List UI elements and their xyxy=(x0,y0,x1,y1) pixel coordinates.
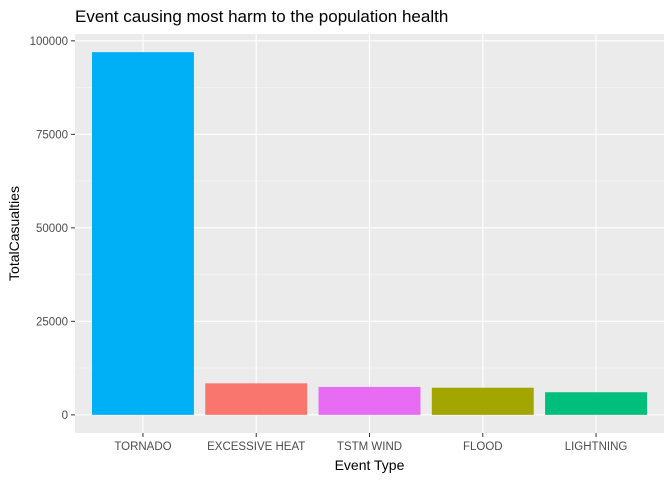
y-axis: 0 25000 50000 75000 100000 xyxy=(30,36,75,422)
bars xyxy=(91,52,648,415)
y-tick-label: 25000 xyxy=(36,316,68,328)
chart-title: Event causing most harm to the populatio… xyxy=(75,7,448,26)
x-tick-label: EXCESSIVE HEAT xyxy=(207,441,305,453)
y-tick-label: 75000 xyxy=(36,129,68,141)
bar xyxy=(91,52,194,415)
bar xyxy=(431,387,534,415)
y-tick-label: 0 xyxy=(62,410,68,422)
x-tick-label: TORNADO xyxy=(114,441,171,453)
x-tick-label: TSTM WIND xyxy=(337,441,402,453)
bar xyxy=(318,386,421,415)
x-axis: TORNADO EXCESSIVE HEAT TSTM WIND FLOOD LIGHT… xyxy=(114,433,627,453)
x-axis-title: Event Type xyxy=(335,457,405,473)
y-axis-title: TotalCasualties xyxy=(6,186,22,281)
y-tick-label: 50000 xyxy=(36,223,68,235)
bar xyxy=(205,383,308,415)
bar xyxy=(545,392,648,415)
x-tick-label: FLOOD xyxy=(463,441,503,453)
y-tick-label: 100000 xyxy=(30,36,68,48)
x-tick-label: LIGHTNING xyxy=(565,441,628,453)
